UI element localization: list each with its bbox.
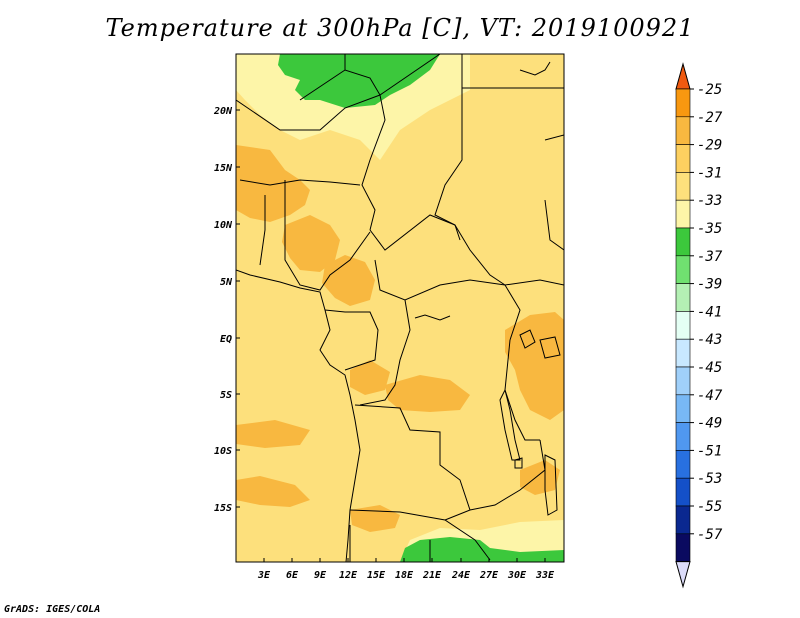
lake-outline (514, 457, 523, 469)
coastline (236, 269, 361, 562)
border-line (239, 179, 361, 186)
lat-label: EQ (220, 334, 232, 345)
lat-label: 5N (220, 277, 233, 288)
lake-outline (539, 336, 561, 359)
latitude-labels: 20N 15N 10N 5N EQ 5S 10S 15S (213, 106, 240, 514)
warm-patch-cameroon (322, 255, 375, 306)
lon-label: 33E (535, 570, 555, 581)
legend-arrow-top (675, 62, 691, 90)
green-region-north (278, 54, 440, 108)
border-line (284, 180, 371, 291)
temperature-field (236, 54, 564, 562)
color-legend: -25 -27 -29 -31 -33 -35 -37 -39 -41 -43 -45 -47 -49 -… (675, 62, 723, 589)
legend-swatch (675, 255, 691, 284)
legend-swatch (675, 172, 691, 201)
longitude-labels: 3E 6E 9E 12E 15E 18E 21E 24E 27E 30E 33E (257, 558, 555, 581)
lat-label: 15N (214, 163, 233, 174)
warm-patch-coast-south (236, 420, 310, 448)
legend-swatch (675, 338, 691, 368)
warm-patch-congo (350, 360, 390, 395)
lat-label: 10N (214, 220, 233, 231)
warm-patch-drc (385, 375, 470, 412)
border-line (324, 309, 379, 371)
border-line (504, 284, 521, 341)
legend-swatch (675, 450, 691, 479)
border-line (359, 299, 411, 406)
legend-swatch (675, 505, 691, 535)
coastline (519, 61, 551, 76)
lon-label: 21E (422, 570, 442, 581)
lake-outline (519, 329, 536, 349)
legend-label: -47 (697, 388, 723, 404)
lon-label: 24E (451, 570, 471, 581)
border-line (349, 509, 491, 561)
warm-patch-west (236, 145, 310, 222)
border-line (379, 54, 441, 96)
legend-swatch (675, 366, 691, 396)
warm-patch-mozambique (520, 460, 560, 495)
legend-swatch (675, 88, 691, 118)
border-line (544, 134, 564, 141)
lon-label: 6E (286, 570, 299, 581)
lon-label: 15E (367, 570, 386, 581)
warm-patch-nigeria (282, 215, 340, 272)
warm-patch-angola (236, 476, 310, 507)
lat-label: 15S (214, 503, 232, 514)
field-background (236, 54, 564, 562)
legend-swatch (675, 394, 691, 423)
legend-label: -55 (697, 499, 722, 515)
legend-label: -31 (697, 165, 722, 181)
border-line (374, 259, 564, 301)
legend-label: -45 (697, 360, 722, 376)
border-line (444, 439, 546, 521)
lon-label: 18E (395, 570, 414, 581)
lon-label: 30E (507, 570, 527, 581)
lat-label: 10S (214, 446, 232, 457)
border-line (369, 214, 506, 286)
legend-swatch (675, 477, 691, 507)
legend-label: -25 (697, 82, 722, 98)
legend-label: -35 (697, 221, 722, 237)
legend-label: -53 (697, 471, 722, 487)
legend-label: -49 (697, 416, 722, 432)
lon-label: 3E (257, 570, 271, 581)
lat-label: 20N (213, 106, 233, 117)
legend-label: -51 (697, 443, 722, 459)
legend-swatch (675, 199, 691, 229)
border-line (504, 339, 540, 441)
legend-label: -27 (697, 110, 723, 126)
legend-label: -29 (697, 138, 722, 154)
border-line (299, 69, 386, 231)
lon-label: 27E (479, 570, 499, 581)
legend-swatch (675, 422, 691, 451)
lat-label: 5S (220, 390, 232, 401)
legend-swatch (675, 283, 691, 312)
chart-title: Temperature at 300hPa [C], VT: 201910092… (105, 14, 695, 42)
border-line (259, 195, 266, 266)
legend-label: -39 (697, 277, 722, 293)
border-line (544, 199, 564, 251)
river-line (414, 314, 451, 321)
legend-label: -57 (697, 527, 723, 543)
legend-swatch (675, 311, 691, 340)
grads-credit: GrADS: IGES/COLA (4, 604, 101, 615)
map-frame (235, 53, 565, 563)
legend-label: -43 (697, 332, 722, 348)
legend-swatch (675, 144, 691, 173)
legend-swatch (675, 227, 691, 257)
lon-label: 12E (339, 570, 358, 581)
country-borders (236, 54, 564, 562)
legend-label: -37 (697, 249, 723, 265)
border-line (236, 94, 381, 131)
warm-patch-lakes (505, 312, 564, 420)
legend-label: -33 (697, 193, 722, 209)
lon-label: 9E (314, 570, 327, 581)
legend-label: -41 (697, 304, 722, 320)
border-line (354, 404, 471, 511)
legend-swatch (675, 533, 691, 562)
legend-arrow-bottom (675, 561, 691, 589)
legend-swatch (675, 116, 691, 145)
lake-outline (544, 454, 558, 516)
